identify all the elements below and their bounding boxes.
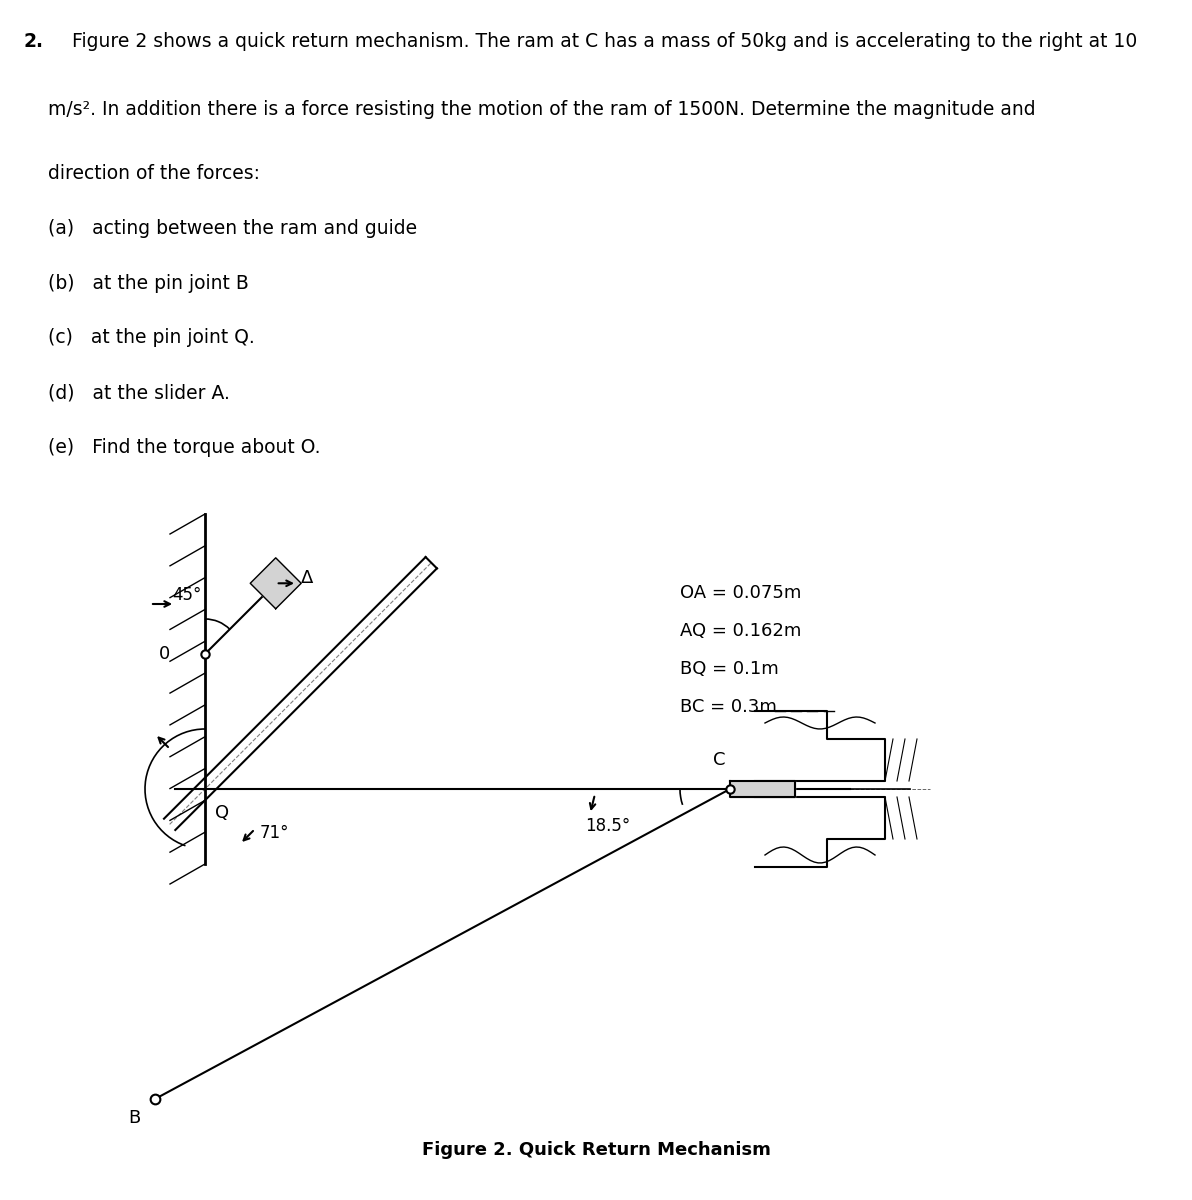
Text: BQ = 0.1m: BQ = 0.1m [679,660,778,678]
Text: Δ: Δ [300,569,313,587]
Text: direction of the forces:: direction of the forces: [48,164,260,184]
Text: Q: Q [215,804,229,822]
Text: C: C [713,751,725,769]
Text: m/s². In addition there is a force resisting the motion of the ram of 1500N. Det: m/s². In addition there is a force resis… [48,101,1036,119]
Text: (a)   acting between the ram and guide: (a) acting between the ram and guide [48,218,417,238]
Text: 0: 0 [159,646,170,662]
Text: 2.: 2. [24,32,44,50]
Text: (c)   at the pin joint Q.: (c) at the pin joint Q. [48,329,254,347]
Text: Figure 2 shows a quick return mechanism. The ram at C has a mass of 50kg and is : Figure 2 shows a quick return mechanism.… [72,32,1137,50]
Text: OA = 0.075m: OA = 0.075m [679,584,801,602]
Polygon shape [250,558,302,608]
Text: BC = 0.3m: BC = 0.3m [679,698,777,716]
Text: 71°: 71° [260,824,290,842]
Text: Figure 2. Quick Return Mechanism: Figure 2. Quick Return Mechanism [422,1140,770,1159]
Text: (d)   at the slider A.: (d) at the slider A. [48,383,230,402]
Text: AQ = 0.162m: AQ = 0.162m [679,622,801,640]
Text: (b)   at the pin joint B: (b) at the pin joint B [48,274,249,293]
Text: 45°: 45° [173,586,201,604]
Text: B: B [128,1109,139,1127]
Text: (e)   Find the torque about O.: (e) Find the torque about O. [48,438,321,457]
Polygon shape [730,781,795,797]
Text: 18.5°: 18.5° [585,817,631,835]
